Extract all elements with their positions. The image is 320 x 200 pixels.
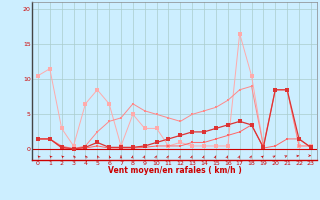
X-axis label: Vent moyen/en rafales ( km/h ): Vent moyen/en rafales ( km/h ) [108, 166, 241, 175]
